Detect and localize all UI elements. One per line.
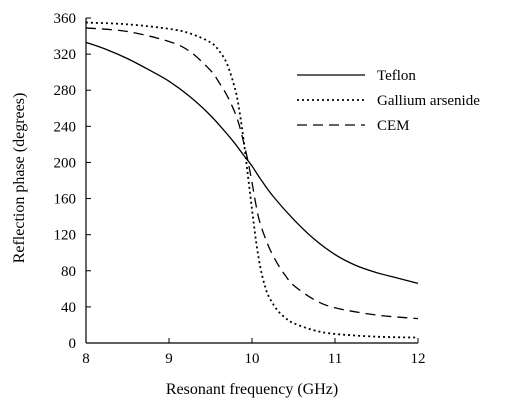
x-tick-label: 9 [165,351,173,367]
y-tick-label: 200 [54,155,77,171]
x-axis-title: Resonant frequency (GHz) [166,381,338,398]
plot-frame [85,18,418,344]
y-tick-label: 360 [54,11,77,27]
y-axis-title: Reflection phase (degrees) [11,93,28,264]
x-tick-label: 10 [245,351,260,367]
x-tick-label: 12 [411,351,426,367]
y-tick-label: 160 [54,192,77,208]
y-tick-label: 320 [54,47,77,63]
x-axis-ticks: 8 9 10 11 12 [82,338,426,367]
x-tick-label: 8 [82,351,90,367]
y-axis-ticks: 0 40 80 120 160 200 240 280 320 360 [54,11,91,352]
series-lines [85,21,419,339]
legend-label: CEM [377,118,410,134]
series-line-cem [85,27,419,320]
x-tick-label: 11 [328,351,342,367]
y-tick-label: 40 [61,300,76,316]
legend: Teflon Gallium arsenide CEM [297,68,480,134]
y-tick-label: 240 [54,119,77,135]
y-tick-label: 80 [61,264,76,280]
series-line-teflon [85,41,419,285]
legend-label: Gallium arsenide [377,93,480,109]
legend-label: Teflon [377,68,416,84]
y-tick-label: 120 [54,228,77,244]
series-line-gallium-arsenide [85,21,419,339]
y-tick-label: 0 [69,336,77,352]
y-tick-label: 280 [54,83,77,99]
